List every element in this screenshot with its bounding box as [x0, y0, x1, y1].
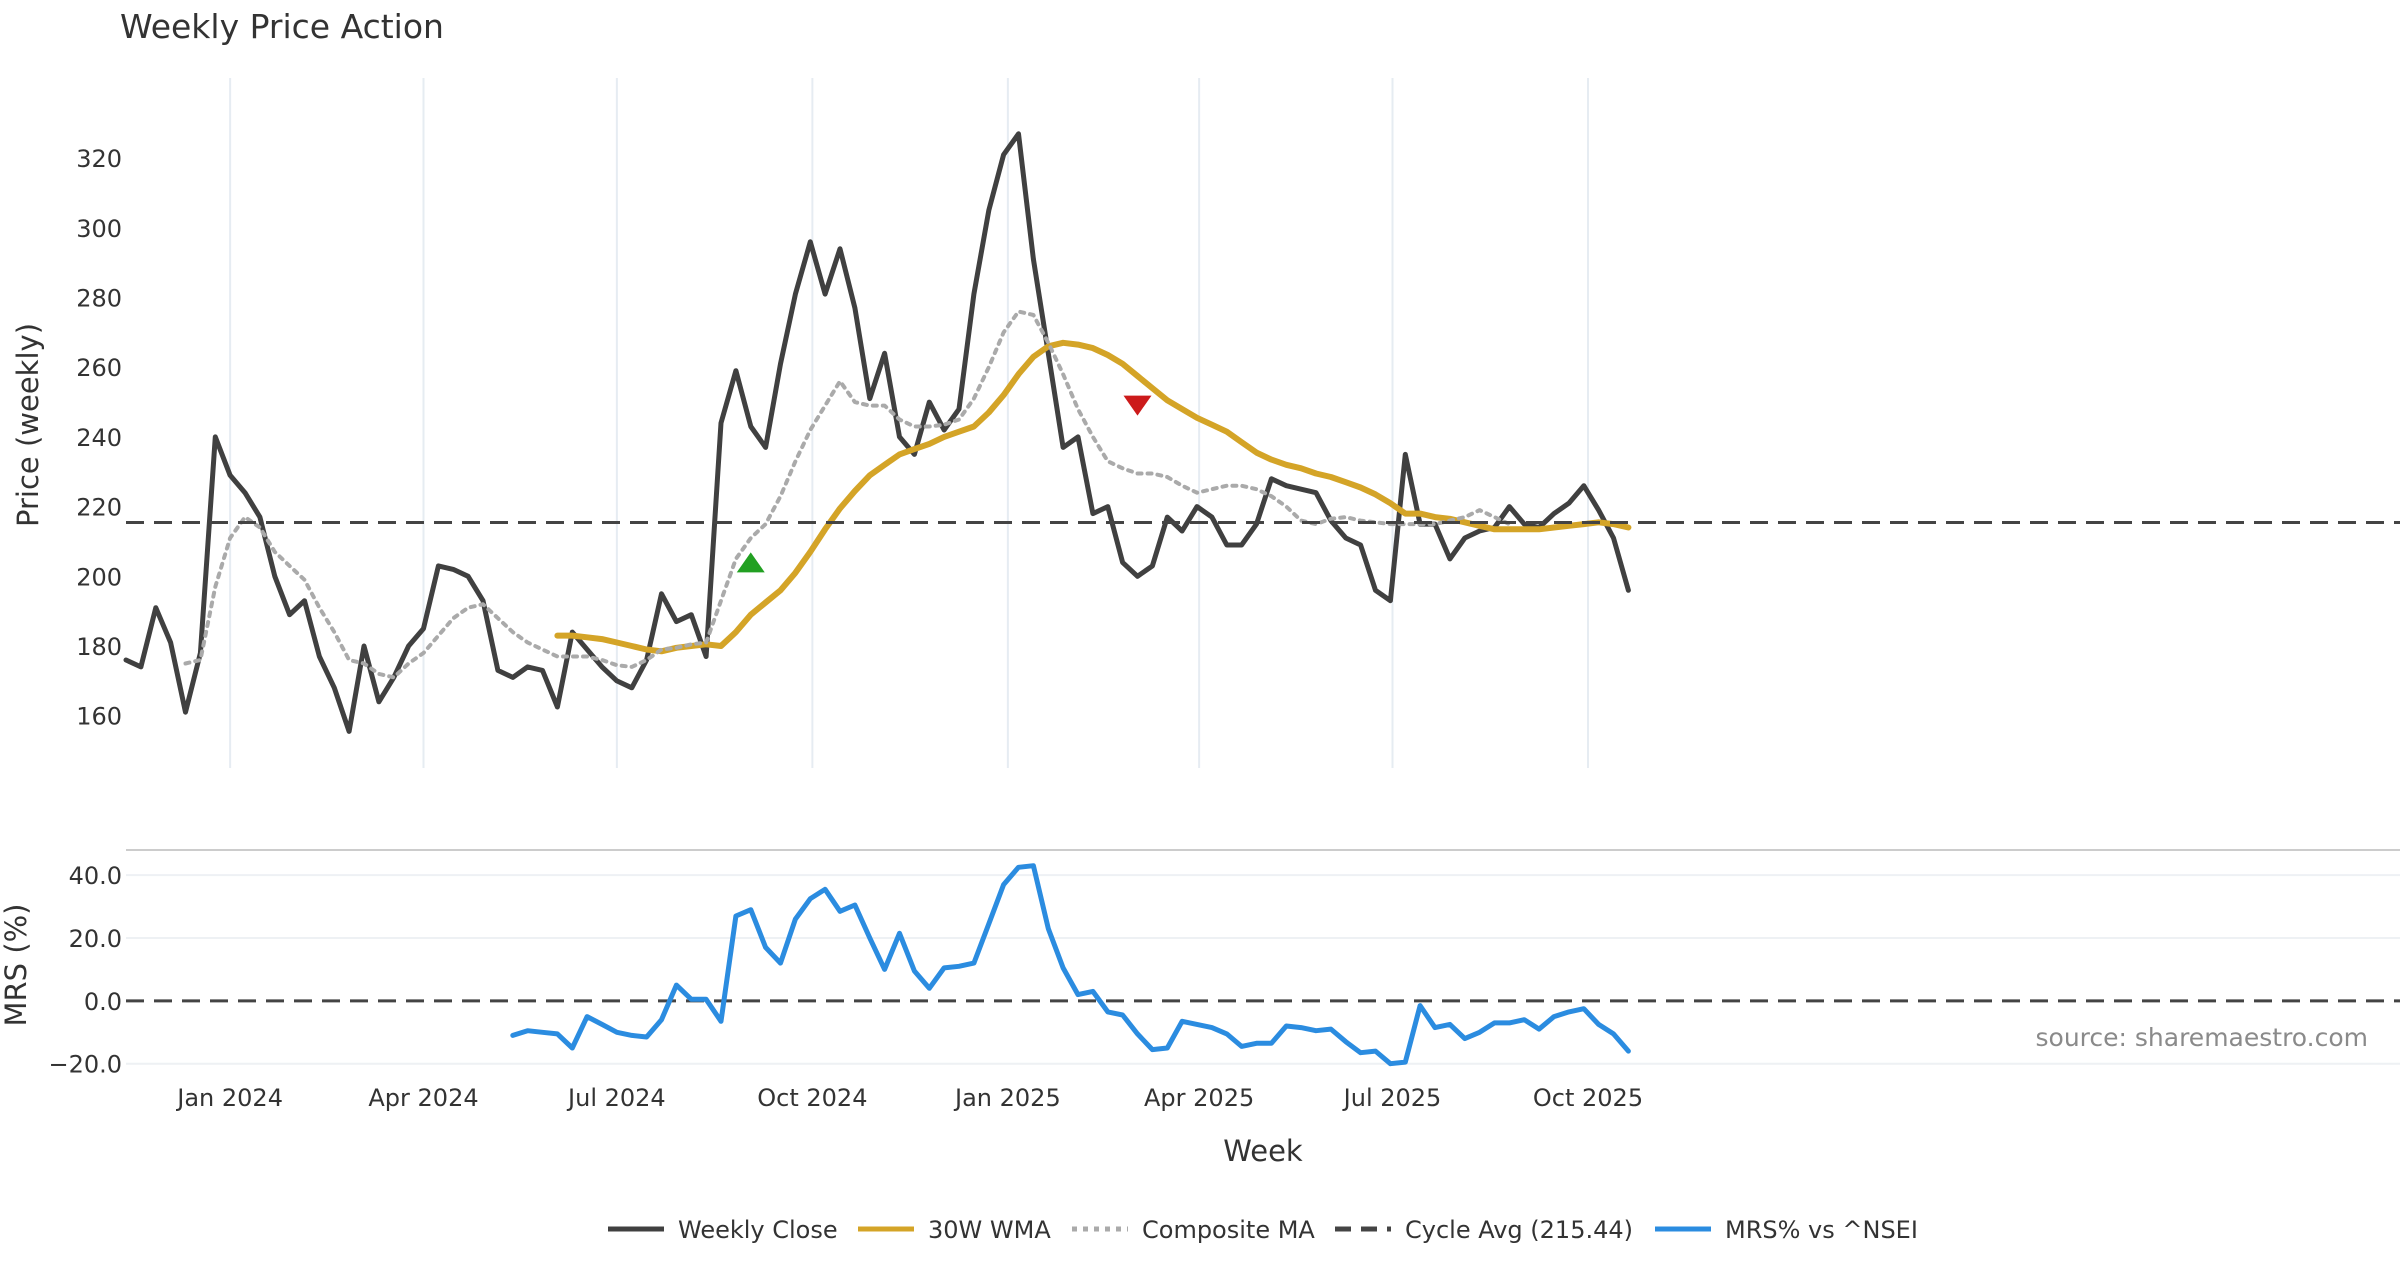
x-tick-label: Jul 2024 [566, 1084, 666, 1112]
x-tick-label: Oct 2025 [1533, 1084, 1643, 1112]
composite-ma-line [183, 309, 1512, 680]
weekly-close-line [123, 131, 1631, 734]
legend-label: 30W WMA [928, 1216, 1051, 1244]
x-axis-label: Week [1223, 1134, 1303, 1168]
price-y-tick-label: 160 [76, 703, 122, 731]
mrs-y-tick-label: 40.0 [69, 862, 122, 890]
legend-label: Composite MA [1142, 1216, 1315, 1244]
mrs-y-tick-label: 0.0 [84, 988, 122, 1016]
legend-label: MRS% vs ^NSEI [1725, 1216, 1918, 1244]
legend-label: Weekly Close [678, 1216, 838, 1244]
mrs-y-tick-label: −20.0 [48, 1051, 122, 1079]
x-tick-label: Jan 2025 [953, 1084, 1061, 1112]
x-tick-label: Jul 2025 [1342, 1084, 1442, 1112]
price-y-tick-label: 240 [76, 424, 122, 452]
chart-title: Weekly Price Action [120, 7, 444, 46]
legend: Weekly Close 30W WMA Composite MA Cycle Avg… [608, 1216, 1918, 1244]
price-axis-label: Price (weekly) [11, 323, 45, 527]
price-y-tick-label: 280 [76, 285, 122, 313]
price-y-tick-label: 220 [76, 494, 122, 522]
price-y-tick-label: 320 [76, 145, 122, 173]
x-tick-label: Jan 2024 [175, 1084, 283, 1112]
legend-label: Cycle Avg (215.44) [1405, 1216, 1633, 1244]
price-panel: 160 180 200 220 240 260 280 300 320 [76, 78, 2400, 768]
x-tick-label: Oct 2024 [757, 1084, 867, 1112]
source-watermark: source: sharemaestro.com [2036, 1023, 2369, 1052]
mrs-axis-label: MRS (%) [0, 904, 33, 1027]
price-y-tick-label: 300 [76, 215, 122, 243]
mrs-panel: −20.0 0.0 20.0 40.0 [48, 849, 2400, 1079]
price-y-tick-label: 180 [76, 633, 122, 661]
sell-signal-marker [1123, 395, 1152, 416]
buy-signal-marker [736, 552, 765, 573]
x-tick-label: Apr 2024 [368, 1084, 478, 1112]
mrs-y-tick-label: 20.0 [69, 925, 122, 953]
x-axis-ticks: Jan 2024 Apr 2024 Jul 2024 Oct 2024 Jan 2025… [175, 1084, 1643, 1112]
price-y-tick-label: 200 [76, 563, 122, 591]
price-y-tick-label: 260 [76, 354, 122, 382]
x-tick-label: Apr 2025 [1144, 1084, 1254, 1112]
mrs-line [510, 863, 1631, 1067]
